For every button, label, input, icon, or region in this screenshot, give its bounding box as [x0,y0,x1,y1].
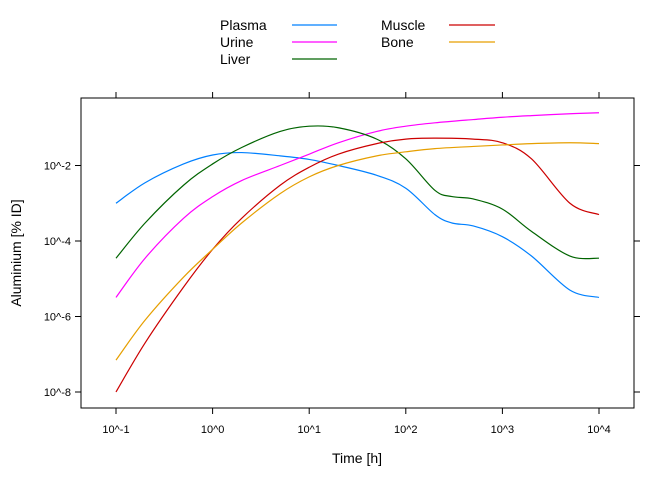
series-lines [115,112,600,393]
plot-frame [80,97,635,409]
legend-label-bone: Bone [381,34,414,50]
x-tick-label: 10^4 [587,424,611,436]
series-line-urine [115,112,600,298]
y-tick-label: 10^-8 [44,387,71,399]
x-tick-label: 10^-1 [102,424,129,436]
y-tick-label: 10^-2 [44,161,71,173]
x-axis-title: Time [h] [332,450,382,466]
series-line-liver [115,125,600,260]
legend-label-plasma: Plasma [220,17,267,33]
x-tick-label: 10^1 [297,424,321,436]
legend-label-muscle: Muscle [381,17,426,33]
y-axis-title: Aluminium [% ID] [8,199,24,306]
y-tick-label: 10^-4 [44,236,71,248]
axis-ticks: 10^-1 10^0 10^1 10^2 10^3 10^4 10^-2 10^-4 10^-6… [44,92,640,436]
y-tick-label: 10^-6 [44,312,71,324]
series-line-muscle [115,137,600,393]
x-tick-label: 10^2 [394,424,418,436]
series-line-plasma [115,151,600,299]
legend-label-urine: Urine [220,34,254,50]
x-tick-label: 10^3 [491,424,515,436]
series-line-bone [115,142,600,361]
x-tick-label: 10^0 [201,424,225,436]
legend-label-liver: Liver [220,51,251,67]
